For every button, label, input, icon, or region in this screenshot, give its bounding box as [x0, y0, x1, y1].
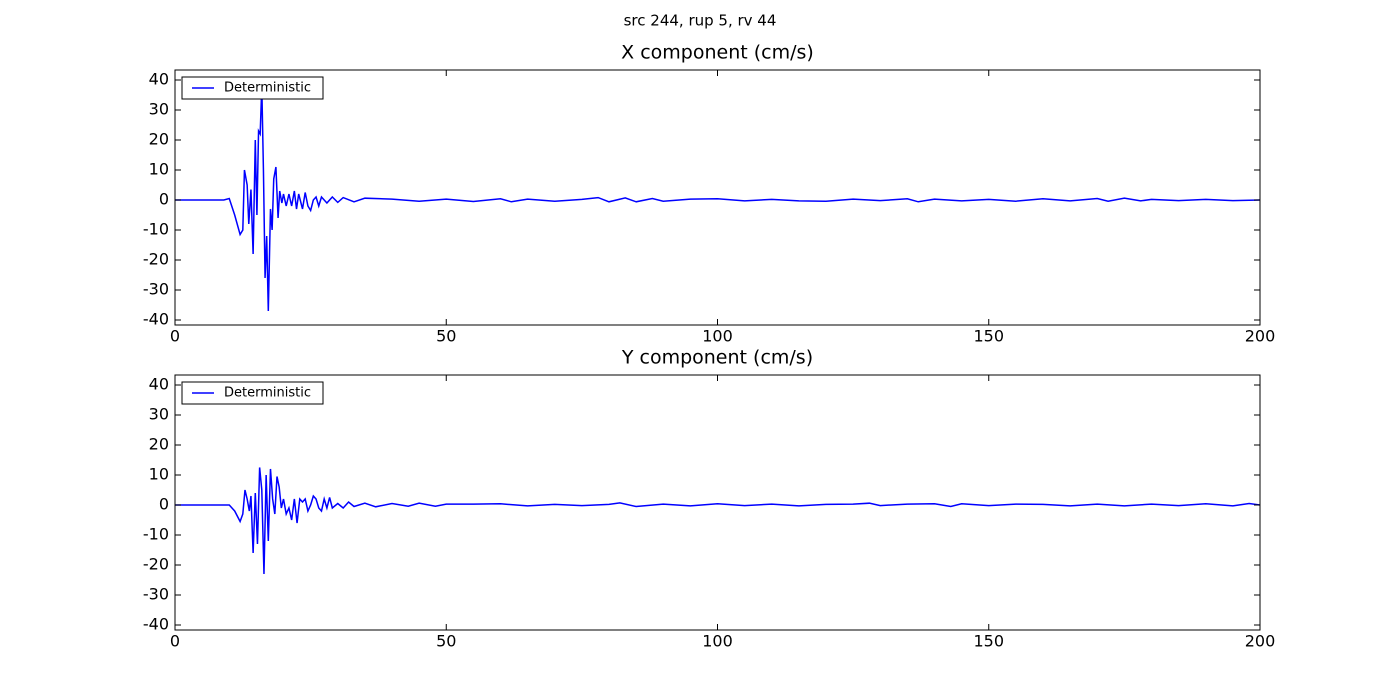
x-tick-label: 50: [436, 327, 456, 346]
y-tick-label: -40: [143, 614, 169, 633]
x-tick-label: 150: [973, 327, 1004, 346]
y-tick-label: -20: [143, 249, 169, 268]
y-tick-label: -20: [143, 554, 169, 573]
legend-label: Deterministic: [224, 386, 311, 401]
y-tick-label: 10: [149, 159, 169, 178]
y-tick-label: -30: [143, 279, 169, 298]
y-tick-label: 0: [159, 189, 169, 208]
y-tick-label: 10: [149, 464, 169, 483]
x-tick-label: 200: [1245, 632, 1276, 651]
y-tick-label: 20: [149, 129, 169, 148]
x-tick-label: 200: [1245, 327, 1276, 346]
y-tick-label: 30: [149, 99, 169, 118]
legend-box: [181, 381, 324, 405]
data-line: [175, 467, 1260, 575]
y-tick-label: -10: [143, 524, 169, 543]
axes-frame: [174, 69, 1261, 326]
axes-title: X component (cm/s): [621, 42, 814, 64]
y-tick-label: -10: [143, 219, 169, 238]
y-tick-label: 40: [149, 69, 169, 88]
axes-frame: [174, 374, 1261, 631]
x-tick-label: 150: [973, 632, 1004, 651]
x-tick-label: 100: [702, 632, 733, 651]
y-tick-label: 20: [149, 434, 169, 453]
figure-title: src 244, rup 5, rv 44: [624, 12, 777, 30]
y-tick-label: 30: [149, 404, 169, 423]
y-tick-label: 40: [149, 374, 169, 393]
y-tick-label: -30: [143, 584, 169, 603]
data-line: [175, 85, 1260, 312]
legend-box: [181, 76, 324, 100]
x-tick-label: 0: [170, 327, 180, 346]
y-tick-label: -40: [143, 309, 169, 328]
x-tick-label: 100: [702, 327, 733, 346]
y-tick-label: 0: [159, 494, 169, 513]
x-tick-label: 50: [436, 632, 456, 651]
axes-title: Y component (cm/s): [621, 347, 813, 369]
x-tick-label: 0: [170, 632, 180, 651]
legend-label: Deterministic: [224, 81, 311, 96]
